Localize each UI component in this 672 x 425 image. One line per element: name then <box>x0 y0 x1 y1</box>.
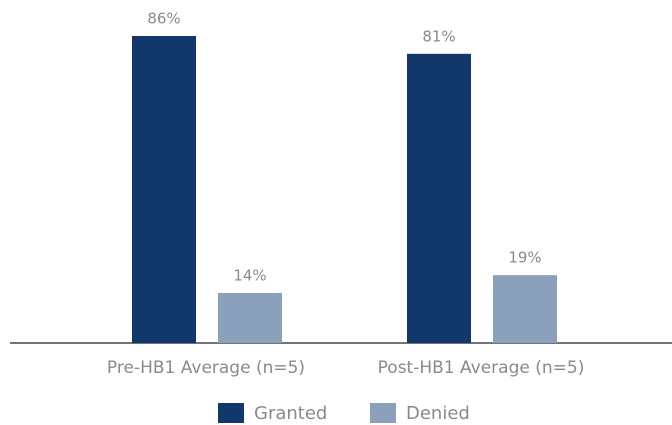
bar <box>493 275 557 343</box>
data-label: 86% <box>147 9 180 27</box>
data-label: 19% <box>508 249 541 267</box>
data-label: 14% <box>233 267 266 285</box>
bar <box>132 35 196 343</box>
legend-text: Granted <box>254 403 327 424</box>
x-tick-label: Pre-HB1 Average (n=5) <box>107 358 305 378</box>
bar <box>407 53 471 343</box>
legend-text: Denied <box>406 403 470 424</box>
bar <box>218 293 282 343</box>
x-tick-label: Post-HB1 Average (n=5) <box>378 358 585 378</box>
legend-swatch <box>370 403 396 423</box>
legend-swatch <box>218 403 244 423</box>
data-label: 81% <box>422 27 455 45</box>
